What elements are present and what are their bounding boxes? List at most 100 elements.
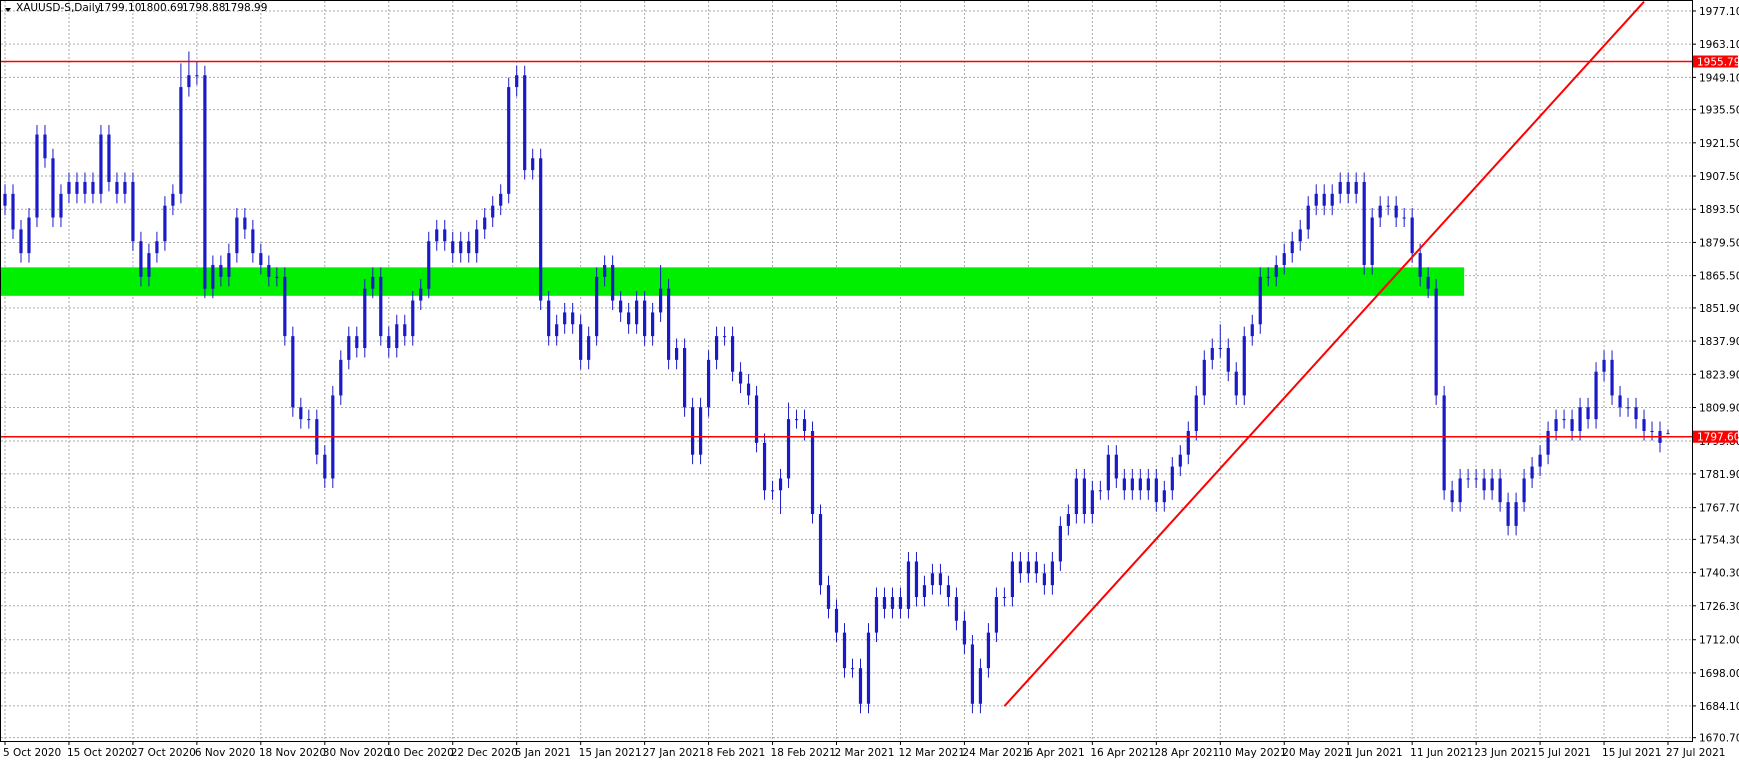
candle-body [635,300,639,325]
y-tick-label: 1935.50 [1699,105,1739,117]
candle-body [1330,193,1334,206]
candle-body [443,229,447,242]
candle-body [754,395,759,443]
candle-body [1138,478,1142,491]
y-tick-label: 1837.90 [1699,336,1739,348]
candle-body [698,407,703,455]
axis-layer: 1977.10 1963.10 1949.10 1935.50 1921.50 1907.… [3,6,1739,759]
y-tick-label: 1963.10 [1699,39,1739,51]
candle-body [1114,454,1118,479]
x-tick-label: 30 Nov 2020 [323,747,390,759]
candle-body [571,312,575,325]
candle-body [1122,478,1126,491]
candle-body [659,288,663,313]
candle-body [171,193,175,206]
candle-body [283,276,287,337]
candle-body [1226,347,1230,372]
candle-body [1354,181,1358,194]
quote-close: 1798.99 [224,2,267,14]
candle-body [347,336,351,360]
candle-body [1210,347,1214,360]
candle-body [43,134,47,159]
x-tick-label: 6 Nov 2020 [195,747,256,759]
candle-body [930,573,935,586]
candle-body [1554,419,1558,432]
candle-body [1498,478,1502,503]
y-tick-label: 1781.90 [1699,469,1739,481]
candle-body [1578,407,1582,432]
candle-body [675,347,679,360]
y-tick-label: 1851.90 [1699,303,1739,315]
candle-body [970,644,975,704]
candle-body [898,597,903,609]
x-tick-label: 10 Dec 2020 [387,747,454,759]
x-tick-label: 28 Apr 2021 [1154,747,1219,759]
candle-body [1426,276,1430,289]
x-tick-label: 1 Jun 2021 [1346,747,1402,759]
candle-body [67,181,71,194]
candle-body [555,324,559,337]
price-label: 1955.79 [1697,57,1739,69]
y-tick-label: 1977.10 [1699,6,1739,18]
zone-layer [0,267,1465,296]
y-tick-label: 1865.50 [1699,271,1739,283]
candle-body [1074,478,1078,515]
trendline [1003,1,1645,707]
y-tick-label: 1907.50 [1699,171,1739,183]
candle-body [275,276,279,278]
x-tick-label: 23 Jun 2021 [1474,747,1537,759]
candle-body [403,324,407,337]
candle-body [163,205,167,242]
candle-body [858,668,863,704]
candle-body [1018,561,1022,574]
candle-body [1618,395,1622,408]
candle-body [419,288,423,301]
candle-body [1602,359,1606,372]
candle-body [890,597,895,609]
y-tick-label: 1684.10 [1699,701,1739,713]
candle-body [1442,395,1446,491]
candle-body [1090,490,1094,515]
candle-body [1274,264,1278,277]
candle-body [83,181,87,194]
x-tick-label: 10 May 2021 [1218,747,1286,759]
candle-body [690,407,695,455]
x-tick-label: 24 Mar 2021 [962,747,1029,759]
candle-body [906,561,911,609]
candle-body [994,597,999,633]
candle-body [467,241,471,254]
candle-body [810,431,815,515]
chart-header: XAUUSD-S,Daily 1799.10 1800.69 1798.88 1… [5,2,267,14]
candle-body [235,217,239,254]
x-tick-label: 27 Jan 2021 [643,747,706,759]
candle-body [27,217,31,254]
candle-body [323,454,327,479]
x-tick-label: 15 Oct 2020 [67,747,132,759]
candle-body [19,229,23,254]
menu-triangle[interactable] [5,8,11,12]
candle-body [531,158,535,171]
candle-body [1066,514,1070,526]
candle-body [1458,478,1462,503]
candle-body [1290,241,1294,254]
x-tick-label: 16 Apr 2021 [1090,747,1155,759]
y-tick-label: 1670.70 [1699,733,1739,745]
candle-body [866,632,871,704]
candle-body [299,407,303,420]
candle-body [834,608,839,633]
candle-body [115,181,119,194]
y-tick-label: 1712.00 [1699,635,1739,647]
candle-body [762,442,767,491]
candle-body [203,75,207,289]
candle-body [1490,478,1494,491]
candle-body [667,288,671,360]
candle-body [1282,253,1286,265]
x-tick-label: 11 Jun 2021 [1410,747,1473,759]
candle-body [515,75,519,88]
candle-body [355,336,359,348]
candle-body [131,181,135,242]
candle-body [563,312,567,325]
candle-body [1314,193,1318,206]
candle-body [794,419,799,421]
candle-body [946,585,951,598]
